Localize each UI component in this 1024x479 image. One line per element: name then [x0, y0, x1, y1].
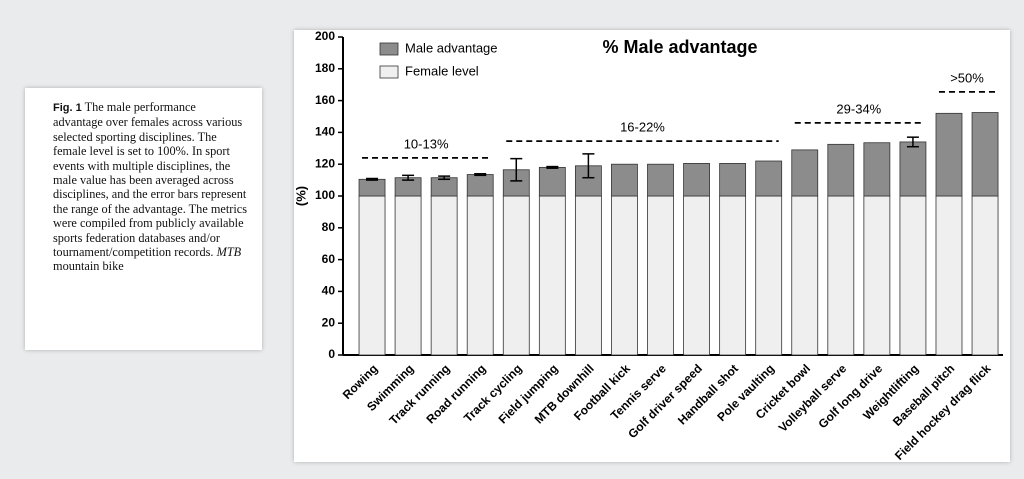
bar-segment	[719, 163, 747, 197]
error-bar	[582, 153, 595, 179]
error-bar	[402, 174, 415, 181]
bar-segment	[647, 163, 674, 197]
caption-text: The male performance advantage over fema…	[53, 100, 248, 260]
y-tick-label: 180	[315, 61, 335, 75]
bar-segment	[899, 195, 927, 356]
bar-segment	[502, 169, 530, 197]
y-tick-label: 160	[315, 93, 335, 107]
y-tick-label: 140	[315, 125, 335, 139]
legend-swatch	[379, 65, 399, 79]
bar-segment	[683, 195, 710, 356]
y-tick-label: 40	[322, 284, 336, 298]
y-tick-label: 200	[315, 29, 335, 43]
bar-segment	[719, 195, 747, 356]
bar-segment	[827, 143, 855, 197]
y-tick-label: 20	[322, 315, 336, 329]
error-bar	[906, 136, 919, 148]
error-bar	[474, 172, 487, 177]
caption-abbr-text: mountain bike	[53, 259, 124, 274]
bar-segment	[935, 112, 963, 197]
bar-segment	[430, 195, 458, 356]
y-tick-label: 60	[322, 252, 336, 266]
bar-segment	[791, 149, 819, 197]
y-tick-label: 0	[328, 347, 335, 361]
figure-caption: Fig. 1 The male performance advantage ov…	[25, 88, 262, 350]
bar-segment	[683, 163, 710, 197]
bar-segment	[971, 195, 999, 356]
legend-label: Female level	[405, 63, 479, 78]
bar-segment	[971, 112, 999, 197]
bar-segment	[611, 195, 638, 356]
annotation: 29-34%	[836, 101, 881, 116]
error-bar	[546, 165, 559, 169]
x-tick-label: Golf long drive	[815, 361, 885, 431]
bar-segment	[611, 163, 638, 197]
bar-segment	[538, 166, 566, 197]
annotation: 16-22%	[620, 120, 665, 135]
legend-label: Male advantage	[405, 40, 498, 55]
caption-label: Fig. 1	[53, 102, 82, 114]
y-tick-label: 80	[322, 220, 336, 234]
y-tick-label: 100	[315, 188, 335, 202]
legend-swatch	[379, 42, 399, 56]
bar-segment	[647, 195, 674, 356]
bar-segment	[358, 178, 386, 197]
bar-segment	[755, 195, 783, 356]
bar-segment	[538, 195, 566, 356]
bar-segment	[863, 142, 891, 197]
y-tick-label: 120	[315, 156, 335, 170]
bar-segment	[863, 195, 891, 356]
bar-segment	[899, 141, 927, 197]
bar-segment	[358, 195, 386, 356]
bar-segment	[827, 195, 855, 356]
y-axis-label: (%)	[293, 186, 308, 206]
bar-segment	[466, 174, 494, 197]
annotation: >50%	[950, 70, 984, 85]
annotation: 10-13%	[404, 136, 449, 151]
bar-segment	[430, 177, 458, 197]
caption-abbr: MTB	[216, 245, 242, 260]
bar-segment	[394, 195, 422, 356]
chart-title: % Male advantage	[602, 37, 757, 57]
error-bar	[366, 177, 379, 181]
bar-segment	[791, 195, 819, 356]
error-bar	[510, 157, 523, 182]
bar-segment	[935, 195, 963, 356]
bar-segment	[574, 195, 602, 356]
bar-segment	[755, 160, 783, 197]
bar-segment	[502, 195, 530, 356]
bar-segment	[466, 195, 494, 356]
error-bar	[438, 175, 451, 181]
